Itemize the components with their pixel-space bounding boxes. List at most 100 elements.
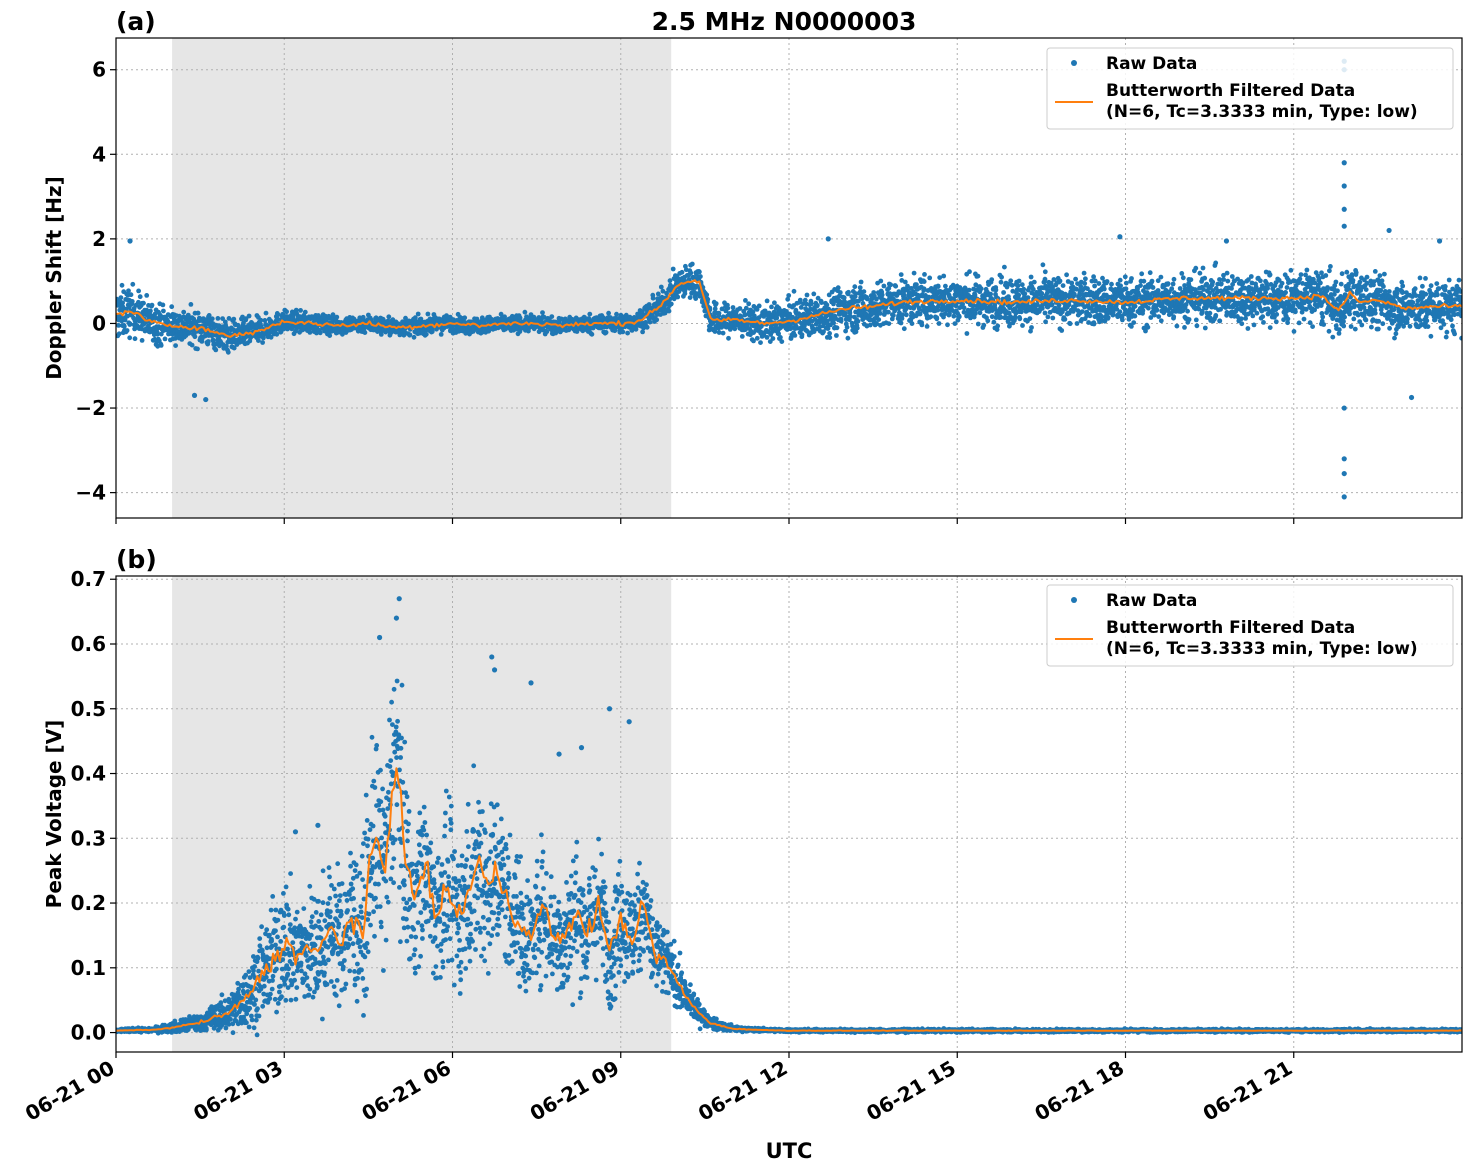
raw-data-point [587, 311, 593, 317]
raw-data-point [1109, 281, 1114, 287]
raw-data-point [999, 274, 1004, 280]
raw-data-point [877, 311, 883, 316]
raw-data-point [716, 330, 722, 335]
raw-data-point [1298, 272, 1304, 277]
raw-data-point [544, 329, 550, 335]
raw-data-point [386, 314, 392, 320]
raw-data-point [901, 326, 907, 332]
raw-data-point [195, 310, 201, 316]
raw-data-point [994, 327, 1000, 332]
raw-data-point [928, 314, 934, 320]
raw-data-point [213, 347, 219, 353]
raw-data-point [1359, 322, 1365, 328]
raw-data-point [1304, 290, 1310, 296]
raw-data-point [124, 328, 130, 333]
raw-data-point [668, 301, 674, 307]
raw-data-point [226, 316, 232, 321]
raw-data-point [1091, 321, 1097, 327]
raw-data-point [181, 309, 187, 315]
raw-data-point [1147, 270, 1153, 276]
raw-data-point [1229, 274, 1235, 279]
raw-data-point [975, 273, 981, 279]
raw-data-point [1154, 307, 1160, 313]
raw-data-point [667, 278, 673, 284]
raw-data-point [302, 309, 308, 315]
raw-data-point [847, 310, 853, 316]
raw-data-point [856, 298, 861, 304]
raw-data-point [924, 324, 930, 329]
raw-data-point [964, 331, 970, 336]
raw-data-point [189, 342, 195, 348]
raw-data-point [1140, 308, 1146, 313]
raw-data-point [425, 311, 431, 317]
raw-data-point [972, 292, 978, 298]
raw-data-point [675, 294, 681, 300]
raw-data-point [1213, 313, 1219, 318]
raw-data-point [1010, 288, 1016, 294]
raw-data-point [1357, 279, 1363, 285]
raw-data-point [1149, 278, 1155, 284]
raw-data-point [517, 315, 523, 321]
raw-data-point [220, 316, 226, 321]
raw-data-point [988, 291, 993, 297]
raw-data-point [1129, 276, 1134, 281]
raw-data-point [743, 305, 749, 311]
raw-data-point [235, 322, 241, 328]
raw-data-point [165, 318, 171, 324]
raw-data-point [307, 330, 313, 335]
raw-data-point [149, 302, 155, 308]
raw-data-point [1327, 268, 1332, 274]
raw-data-point [1310, 324, 1315, 329]
raw-data-point [852, 284, 858, 290]
raw-data-point [898, 272, 904, 277]
raw-data-point [188, 302, 194, 307]
raw-data-point [1348, 324, 1354, 329]
raw-data-point [121, 324, 127, 329]
raw-data-point [1040, 262, 1046, 268]
raw-data-point [1083, 276, 1088, 282]
raw-data-point [844, 324, 850, 330]
raw-data-point [644, 324, 650, 330]
raw-data-point [998, 315, 1004, 320]
raw-data-point [834, 325, 840, 331]
raw-data-point [1279, 280, 1285, 286]
raw-data-point [1254, 310, 1260, 316]
raw-data-point [1006, 296, 1012, 302]
raw-data-point [654, 312, 660, 317]
raw-data-point [843, 311, 848, 316]
raw-data-point [129, 299, 135, 304]
raw-data-point [330, 312, 336, 318]
raw-data-point [1372, 310, 1378, 316]
raw-data-point [1323, 273, 1329, 278]
raw-data-point [1283, 290, 1288, 295]
raw-data-point [1177, 286, 1183, 291]
raw-data-point [811, 329, 817, 334]
raw-data-point [848, 314, 853, 319]
raw-data-point [1273, 319, 1279, 325]
raw-data-point [1064, 272, 1069, 278]
raw-data-point [152, 311, 158, 317]
raw-data-point [1260, 314, 1266, 319]
raw-data-point [1267, 325, 1273, 330]
raw-data-point [1213, 260, 1219, 266]
raw-data-point [260, 340, 265, 345]
raw-data-point [991, 319, 997, 325]
raw-data-point [725, 305, 731, 311]
raw-data-point [607, 315, 613, 320]
raw-data-point [720, 330, 726, 336]
raw-data-point [650, 295, 656, 301]
raw-data-point [1353, 270, 1359, 275]
raw-data-point [693, 296, 699, 301]
raw-data-point [1392, 335, 1397, 341]
raw-data-point [1155, 288, 1161, 293]
raw-data-point [995, 323, 1001, 329]
raw-data-point [874, 296, 879, 302]
raw-data-point [975, 321, 981, 327]
raw-data-point [215, 316, 221, 321]
raw-data-point [144, 293, 150, 298]
raw-data-point [1045, 314, 1051, 320]
raw-data-point [705, 297, 711, 302]
raw-data-point [258, 317, 264, 323]
raw-data-point [231, 327, 237, 333]
raw-data-point [1267, 272, 1273, 278]
